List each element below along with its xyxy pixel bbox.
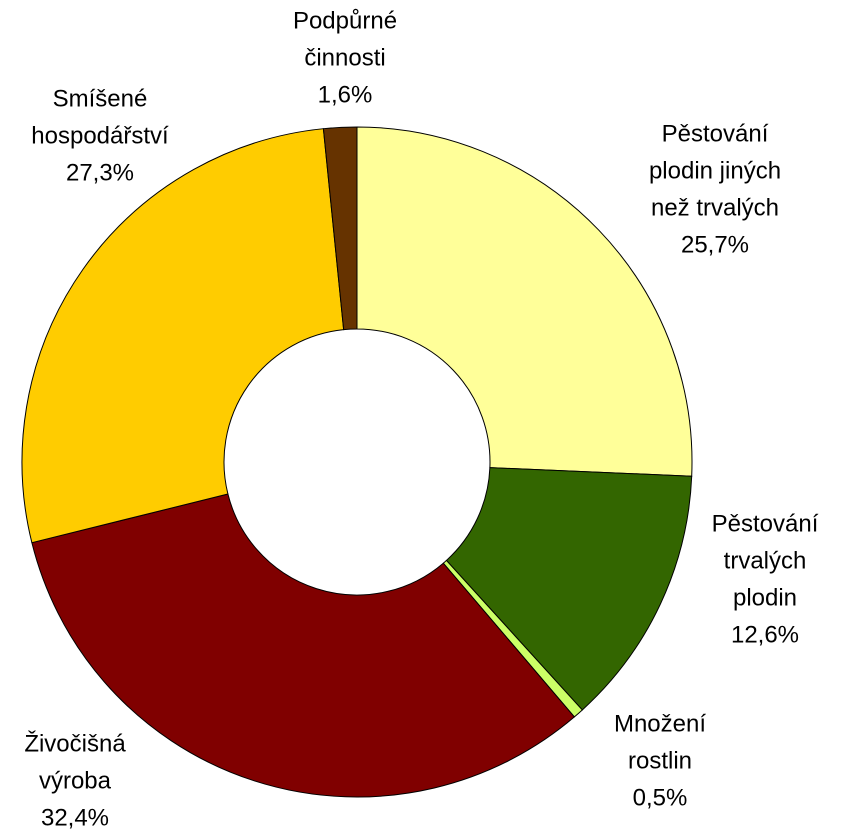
donut-slice bbox=[322, 126, 358, 331]
value-label: 12,6% bbox=[731, 621, 799, 648]
donut-slice bbox=[21, 128, 345, 544]
slice-label: plodin jiných bbox=[649, 157, 781, 184]
value-label: 25,7% bbox=[681, 231, 749, 258]
value-label: 32,4% bbox=[41, 804, 109, 831]
value-label: 1,6% bbox=[318, 81, 373, 108]
slice-label: trvalých bbox=[724, 547, 807, 574]
value-label: 27,3% bbox=[66, 159, 134, 186]
donut-slice bbox=[356, 126, 693, 477]
donut-slice bbox=[31, 493, 576, 798]
slice-label: Pěstování bbox=[662, 120, 769, 147]
slice-label: výroba bbox=[39, 767, 112, 794]
slice-label: než trvalých bbox=[651, 194, 779, 221]
slice-label: rostlin bbox=[628, 747, 692, 774]
slice-label: Množení bbox=[614, 710, 706, 737]
value-label: 0,5% bbox=[633, 784, 688, 811]
slice-label: Smíšené bbox=[53, 85, 148, 112]
slice-label: plodin bbox=[733, 584, 797, 611]
slice-label: činnosti bbox=[304, 44, 385, 71]
slice-label: hospodářství bbox=[31, 122, 169, 149]
donut-slice bbox=[445, 467, 693, 711]
slice-label: Živočišná bbox=[24, 730, 126, 757]
slice-label: Podpůrné bbox=[293, 7, 397, 34]
slice-label: Pěstování bbox=[712, 510, 819, 537]
